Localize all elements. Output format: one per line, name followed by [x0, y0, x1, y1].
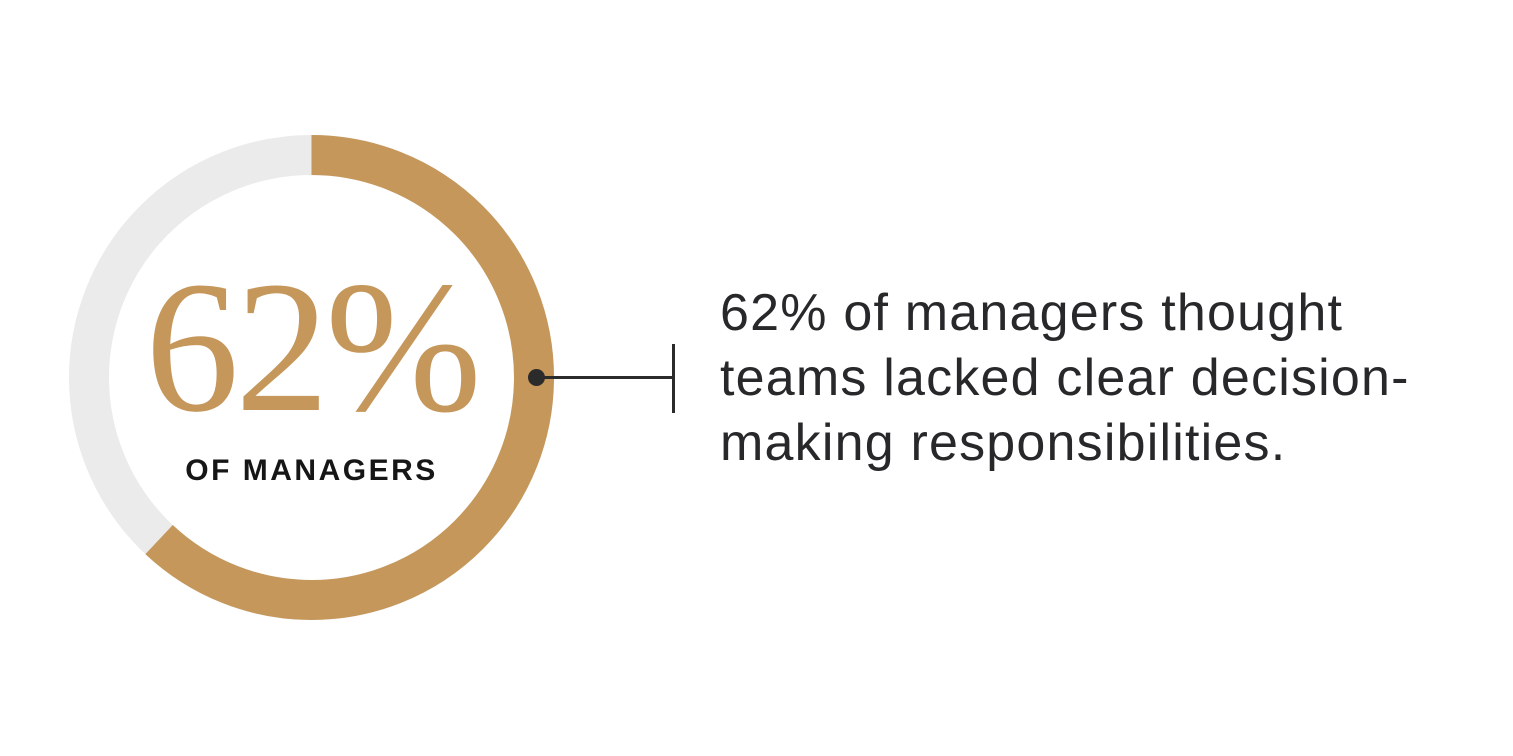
stat-value: 62%	[145, 242, 482, 451]
caption-text: 62% of managers thought teams lacked cle…	[720, 284, 1410, 472]
donut-chart: 62% OF MANAGERS	[69, 135, 554, 620]
connector-end-tick	[672, 344, 675, 413]
connector-line	[536, 376, 673, 379]
stat-label: OF MANAGERS	[185, 454, 438, 487]
